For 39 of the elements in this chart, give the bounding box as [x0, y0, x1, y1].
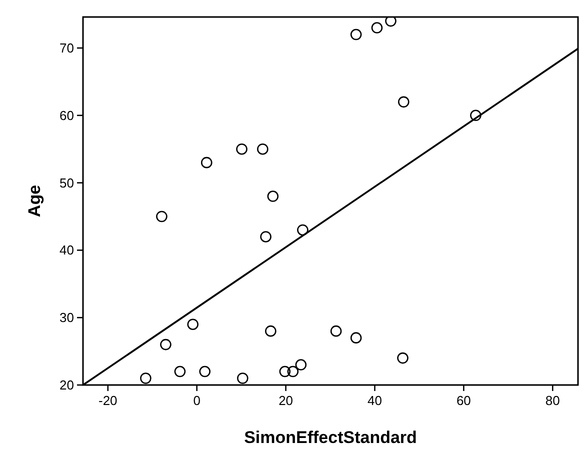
point: [371, 22, 383, 34]
point: [330, 325, 342, 337]
point: [297, 224, 308, 236]
x-tick-label: 40: [368, 393, 382, 408]
point: [174, 366, 186, 378]
y-tick-label: 70: [60, 40, 74, 56]
point: [236, 143, 248, 155]
x-tick-label: -20: [98, 393, 118, 408]
x-axis-title: SimonEffectStandard: [244, 428, 417, 447]
x-tick-label: 80: [545, 393, 560, 408]
point: [237, 372, 248, 384]
point: [350, 332, 362, 344]
y-tick-label: 50: [60, 175, 74, 190]
point: [156, 210, 168, 222]
x-tick-label: 20: [278, 393, 294, 408]
point: [385, 17, 396, 27]
point: [199, 366, 211, 378]
point: [287, 366, 299, 378]
point: [470, 110, 482, 122]
point: [200, 156, 212, 168]
point: [295, 359, 307, 370]
point: [397, 352, 408, 364]
point: [260, 231, 272, 242]
point: [279, 366, 291, 378]
point: [187, 318, 198, 330]
y-axis-title: Age: [25, 184, 44, 218]
y-tick-label: 20: [60, 378, 74, 392]
point: [257, 143, 268, 155]
point: [398, 96, 410, 108]
x-tick-label: 0: [193, 393, 200, 408]
x-tick-label: 60: [456, 393, 471, 408]
point: [160, 338, 172, 350]
y-tick-label: 60: [60, 108, 74, 123]
point: [350, 28, 362, 40]
point: [140, 372, 152, 384]
y-tick-label: 40: [60, 242, 74, 258]
point: [267, 190, 279, 202]
y-tick-label: 30: [60, 310, 74, 326]
point: [265, 325, 276, 337]
